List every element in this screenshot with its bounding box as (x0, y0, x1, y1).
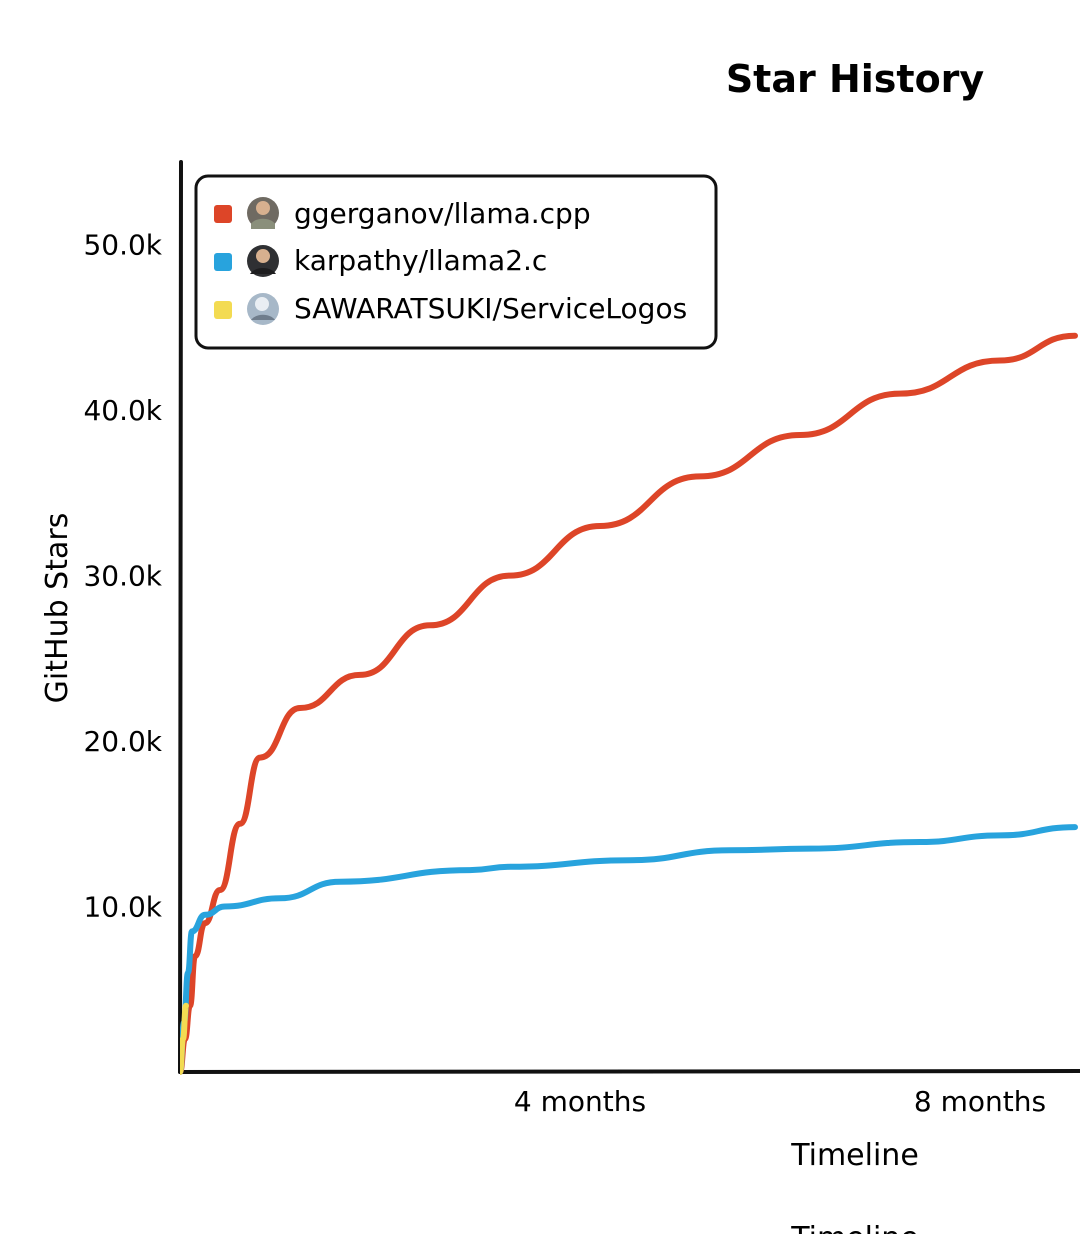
y-tick-label-10-0k: 10.0k (83, 891, 162, 924)
legend: ggerganov/llama.cpp karpathy/llama2.c SA… (194, 174, 718, 350)
y-tick-label-40-0k: 40.0k (83, 394, 162, 427)
sawaratsuki-avatar-icon (247, 293, 279, 325)
x-tick-label-4-months: 4 months (514, 1085, 646, 1118)
x-axis-line (178, 1069, 1080, 1075)
y-tick-label-50-0k: 50.0k (83, 229, 162, 262)
legend-label-service-logos: SAWARATSUKI/ServiceLogos (294, 292, 687, 325)
legend-label-llama-cpp: ggerganov/llama.cpp (294, 197, 591, 230)
ggerganov-avatar-icon (247, 197, 279, 229)
y-axis-title: GitHub Stars (40, 513, 75, 704)
series-lines (180, 332, 1078, 1075)
y-tick-labels: 10.0k 20.0k 30.0k 40.0k 50.0k (83, 229, 162, 924)
legend-swatch-llama2-c (214, 253, 232, 271)
series-line-llama2-c (180, 824, 1078, 1075)
legend-swatch-service-logos (214, 301, 232, 319)
y-axis-line (178, 160, 183, 1074)
chart-title: Star History (726, 57, 985, 101)
series-line-llama-cpp (180, 332, 1078, 1075)
legend-label-llama2-c: karpathy/llama2.c (294, 244, 547, 277)
karpathy-avatar-icon (247, 245, 279, 277)
legend-box (194, 174, 718, 350)
axes (178, 160, 1080, 1075)
y-tick-label-20-0k: 20.0k (83, 725, 162, 758)
x-axis-title: Timeline (790, 1138, 919, 1173)
footer-clipped-text: Timeline (790, 1221, 919, 1234)
legend-swatch-llama-cpp (214, 205, 232, 223)
y-tick-label-30-0k: 30.0k (83, 560, 162, 593)
x-tick-label-8-months: 8 months (914, 1085, 1046, 1118)
x-tick-labels: 4 months 8 months (514, 1085, 1046, 1118)
series-line-service-logos (180, 1002, 189, 1075)
